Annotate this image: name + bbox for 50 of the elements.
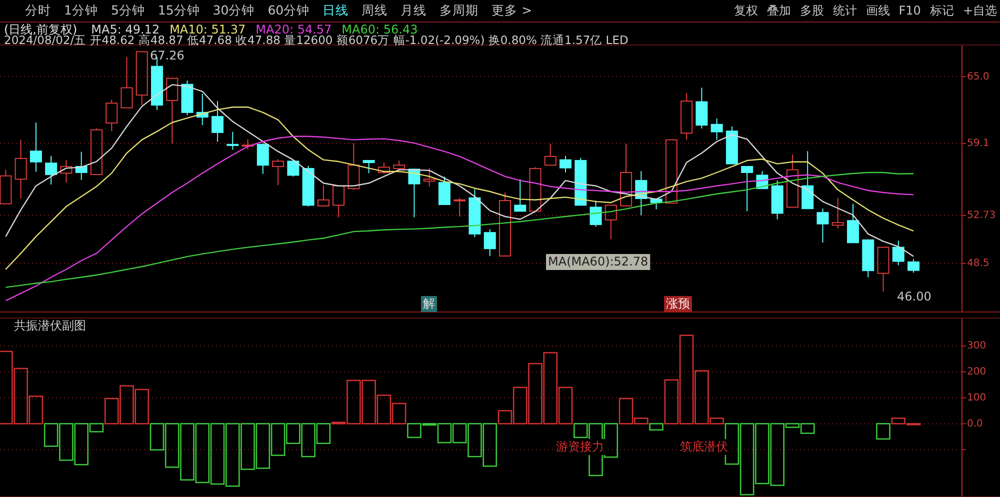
text: 30分钟 xyxy=(212,2,255,18)
text: 1分钟 xyxy=(64,2,98,18)
text: 60分钟 xyxy=(268,2,310,18)
text: 月线 xyxy=(400,2,427,18)
y-tick-label: 200 xyxy=(967,366,986,378)
line-series xyxy=(5,106,914,270)
bar xyxy=(649,423,664,431)
text: 周线 xyxy=(362,2,388,18)
text: 多股 xyxy=(800,3,824,18)
annotation: 涨预 xyxy=(666,296,690,310)
chart-title: 共振潜伏副图 xyxy=(14,318,86,332)
text: +自选 xyxy=(962,3,998,18)
annotation: 游资接力 xyxy=(556,439,604,454)
text: 多周期 xyxy=(440,2,479,18)
text: 更多 > xyxy=(492,2,532,18)
candlestick xyxy=(226,131,239,150)
annotation: 解 xyxy=(423,296,435,310)
candlestick xyxy=(30,122,42,172)
annotation: MA(MA60):52.78 xyxy=(548,254,648,268)
text: 画线 xyxy=(866,3,890,18)
y-tick-label: 0.0 xyxy=(967,418,983,430)
y-tick-label: 65.0 xyxy=(967,71,990,82)
text: 标记 xyxy=(928,3,954,18)
y-tick-label: 59.1 xyxy=(967,138,990,150)
text: F10 xyxy=(898,3,921,18)
chart-title: (日线,前复权) xyxy=(4,22,78,36)
annotation: 筑底潜伏 xyxy=(680,439,728,454)
text: MA20: 54.57 xyxy=(256,22,332,36)
y-tick-label: 48.5 xyxy=(967,258,990,270)
annotation: 46.00 xyxy=(897,289,932,304)
text: 统计 xyxy=(832,3,857,18)
text: 分时 xyxy=(25,2,51,18)
y-tick-label: 300 xyxy=(967,340,986,352)
candlestick xyxy=(45,155,58,185)
candlestick xyxy=(14,139,27,200)
text: 15分钟 xyxy=(158,2,200,18)
text: 日线 xyxy=(322,2,349,18)
text: MA10: 51.37 xyxy=(170,22,246,36)
text: 复权 xyxy=(734,3,758,18)
line-series xyxy=(5,172,914,288)
text: 叠加 xyxy=(766,3,791,18)
annotation: 67.26 xyxy=(150,48,184,62)
candlestick xyxy=(212,100,224,142)
y-tick-label: 52.73 xyxy=(967,210,996,222)
bar xyxy=(876,423,890,440)
candlestick xyxy=(680,92,693,140)
candlestick xyxy=(710,118,723,140)
text: 5分钟 xyxy=(110,2,145,18)
y-tick-label: 100 xyxy=(967,392,986,404)
candlestick xyxy=(423,167,436,188)
